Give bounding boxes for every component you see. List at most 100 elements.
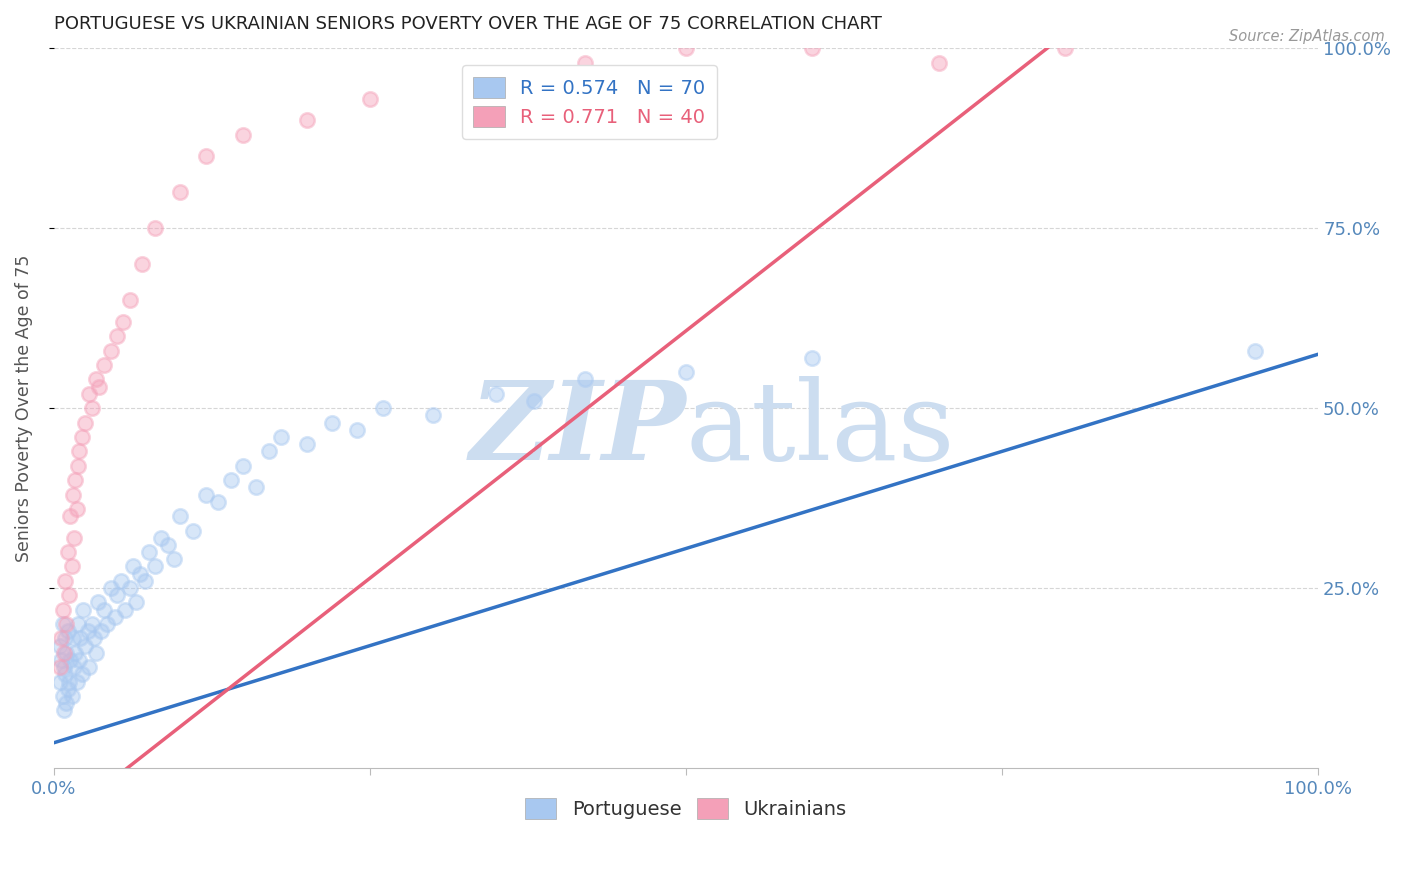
- Point: [1244, 343, 1267, 358]
- Point: [138, 545, 160, 559]
- Text: atlas: atlas: [686, 376, 956, 483]
- Point: [52, 602, 75, 616]
- Point: [574, 372, 596, 386]
- Point: [93, 602, 115, 616]
- Point: [72, 602, 94, 616]
- Point: [75, 639, 97, 653]
- Point: [56, 681, 79, 696]
- Point: [77, 624, 100, 639]
- Point: [194, 149, 217, 163]
- Point: [87, 595, 110, 609]
- Point: [169, 186, 191, 200]
- Point: [194, 487, 217, 501]
- Point: [125, 595, 148, 609]
- Point: [60, 689, 83, 703]
- Point: [58, 674, 80, 689]
- Point: [52, 689, 75, 703]
- Point: [485, 386, 508, 401]
- Point: [460, 70, 482, 85]
- Point: [52, 703, 75, 717]
- Point: [80, 401, 103, 416]
- Point: [53, 667, 76, 681]
- Point: [66, 458, 89, 473]
- Point: [371, 401, 394, 416]
- Point: [58, 588, 80, 602]
- Point: [62, 632, 84, 646]
- Point: [100, 581, 122, 595]
- Point: [118, 293, 141, 308]
- Point: [49, 674, 72, 689]
- Point: [675, 365, 697, 379]
- Point: [105, 588, 128, 602]
- Point: [75, 416, 97, 430]
- Point: [110, 574, 132, 588]
- Point: [105, 329, 128, 343]
- Point: [232, 458, 254, 473]
- Point: [60, 559, 83, 574]
- Point: [928, 55, 950, 70]
- Point: [59, 509, 82, 524]
- Point: [65, 502, 87, 516]
- Point: [122, 559, 145, 574]
- Point: [118, 581, 141, 595]
- Point: [675, 41, 697, 55]
- Point: [52, 660, 75, 674]
- Point: [63, 531, 86, 545]
- Text: PORTUGUESE VS UKRAINIAN SENIORS POVERTY OVER THE AGE OF 75 CORRELATION CHART: PORTUGUESE VS UKRAINIAN SENIORS POVERTY …: [53, 15, 882, 33]
- Point: [65, 473, 87, 487]
- Point: [523, 394, 546, 409]
- Point: [66, 617, 89, 632]
- Point: [143, 559, 166, 574]
- Point: [103, 610, 125, 624]
- Point: [1054, 41, 1077, 55]
- Point: [84, 646, 107, 660]
- Point: [422, 409, 444, 423]
- Point: [80, 617, 103, 632]
- Point: [270, 430, 292, 444]
- Point: [131, 257, 153, 271]
- Point: [100, 343, 122, 358]
- Point: [134, 574, 156, 588]
- Point: [181, 524, 204, 538]
- Point: [295, 437, 318, 451]
- Point: [150, 531, 173, 545]
- Point: [112, 315, 135, 329]
- Point: [84, 372, 107, 386]
- Point: [143, 221, 166, 235]
- Point: [55, 617, 77, 632]
- Point: [257, 444, 280, 458]
- Point: [359, 92, 381, 106]
- Point: [55, 696, 77, 710]
- Point: [70, 430, 93, 444]
- Point: [67, 653, 90, 667]
- Point: [69, 632, 91, 646]
- Point: [56, 545, 79, 559]
- Point: [49, 639, 72, 653]
- Point: [52, 646, 75, 660]
- Point: [63, 660, 86, 674]
- Point: [114, 602, 136, 616]
- Point: [207, 494, 229, 508]
- Point: [67, 444, 90, 458]
- Point: [70, 667, 93, 681]
- Point: [53, 632, 76, 646]
- Point: [321, 416, 343, 430]
- Point: [51, 653, 73, 667]
- Point: [219, 473, 242, 487]
- Point: [53, 574, 76, 588]
- Point: [346, 423, 368, 437]
- Point: [295, 113, 318, 128]
- Point: [90, 624, 112, 639]
- Point: [77, 386, 100, 401]
- Point: [83, 632, 105, 646]
- Point: [65, 674, 87, 689]
- Point: [96, 617, 118, 632]
- Text: Source: ZipAtlas.com: Source: ZipAtlas.com: [1229, 29, 1385, 44]
- Point: [156, 538, 179, 552]
- Y-axis label: Seniors Poverty Over the Age of 75: Seniors Poverty Over the Age of 75: [15, 254, 32, 562]
- Point: [245, 480, 267, 494]
- Point: [49, 660, 72, 674]
- Point: [163, 552, 186, 566]
- Point: [93, 358, 115, 372]
- Point: [62, 487, 84, 501]
